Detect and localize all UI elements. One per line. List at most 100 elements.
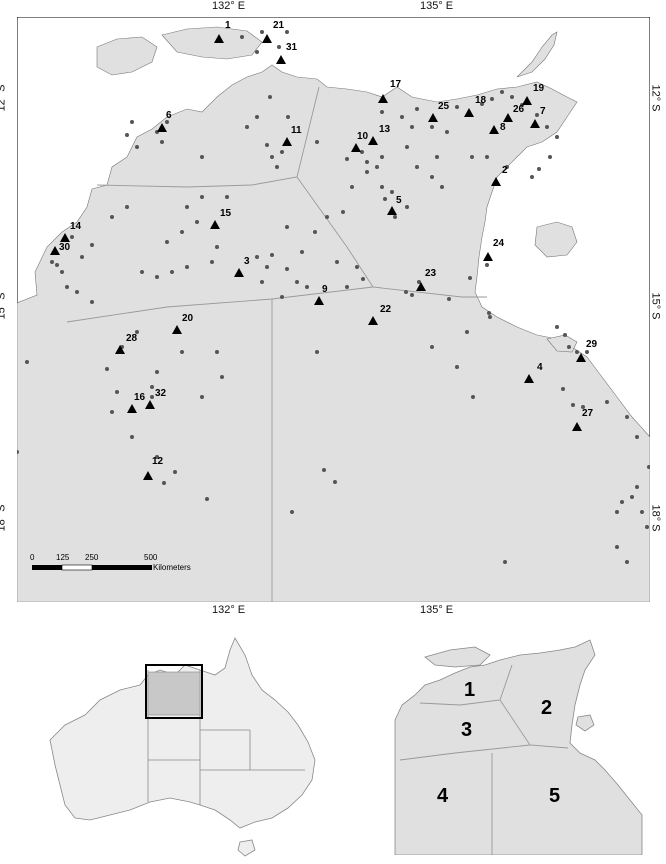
sample-dot: [505, 165, 509, 169]
sample-dot: [430, 175, 434, 179]
site-marker-4: [524, 374, 534, 383]
sample-dot: [535, 113, 539, 117]
sample-dot: [155, 370, 159, 374]
groote-eylandt: [534, 221, 578, 258]
sample-dot: [165, 120, 169, 124]
site-marker-10: [351, 143, 361, 152]
sample-dot: [285, 30, 289, 34]
region-label-5: 5: [549, 785, 561, 807]
sample-dot: [485, 263, 489, 267]
left-lat-15: 15° S: [0, 292, 8, 320]
sample-dot: [130, 120, 134, 124]
site-marker-1: [214, 34, 224, 43]
sample-dot: [185, 205, 189, 209]
sample-dot: [255, 50, 259, 54]
sample-dot: [270, 155, 274, 159]
site-marker-25: [428, 113, 438, 122]
regions-islands: [424, 646, 491, 668]
site-marker-19: [522, 96, 532, 105]
sample-dot: [255, 255, 259, 259]
bathurst-island: [161, 26, 263, 60]
site-marker-24: [483, 252, 493, 261]
sample-dot: [260, 280, 264, 284]
sample-dot: [325, 215, 329, 219]
right-lat-15: 15° S: [649, 292, 662, 320]
sample-dot: [585, 350, 589, 354]
sample-dot: [255, 115, 259, 119]
site-marker-3: [234, 268, 244, 277]
left-lat-18: 18° S: [0, 504, 8, 532]
sample-dot: [200, 155, 204, 159]
sample-dot: [315, 350, 319, 354]
sample-dot: [350, 185, 354, 189]
site-dots: [17, 30, 650, 564]
region-label-2: 2: [541, 697, 553, 719]
sample-dot: [65, 285, 69, 289]
sample-dot: [430, 345, 434, 349]
sample-dot: [170, 270, 174, 274]
inset-regions-map: [394, 639, 643, 855]
land-northern-territory: [17, 64, 650, 602]
sample-dot: [315, 140, 319, 144]
sample-dot: [375, 165, 379, 169]
sample-dot: [180, 230, 184, 234]
sample-dot: [345, 157, 349, 161]
sample-dot: [380, 110, 384, 114]
site-triangles: [50, 34, 586, 480]
sample-dot: [365, 160, 369, 164]
sample-dot: [130, 435, 134, 439]
sample-dot: [390, 190, 394, 194]
sample-dot: [645, 525, 649, 529]
sample-dot: [360, 150, 364, 154]
sample-dot: [215, 350, 219, 354]
sample-dot: [125, 133, 129, 137]
sample-dot: [510, 95, 514, 99]
sample-dot: [485, 155, 489, 159]
sample-dot: [455, 365, 459, 369]
site-marker-14: [60, 233, 70, 242]
tasmania: [237, 839, 256, 857]
regions-land: [394, 639, 643, 855]
sample-dot: [355, 265, 359, 269]
sample-dot: [615, 545, 619, 549]
sample-dot: [380, 185, 384, 189]
sample-dot: [561, 387, 565, 391]
sample-dot: [285, 267, 289, 271]
site-marker-16: [127, 404, 137, 413]
site-marker-7: [530, 119, 540, 128]
sample-dot: [567, 345, 571, 349]
sample-dot: [313, 230, 317, 234]
sample-dot: [225, 195, 229, 199]
site-marker-6: [157, 123, 167, 132]
site-marker-11: [282, 137, 292, 146]
sample-dot: [160, 140, 164, 144]
sample-dot: [215, 245, 219, 249]
site-marker-18: [464, 108, 474, 117]
site-marker-5: [387, 206, 397, 215]
sample-dot: [245, 125, 249, 129]
sample-dot: [55, 263, 59, 267]
sample-dot: [240, 35, 244, 39]
sample-dot: [195, 220, 199, 224]
site-marker-32: [145, 400, 155, 409]
sample-dot: [581, 405, 585, 409]
sample-dot: [165, 240, 169, 244]
sample-dot: [135, 330, 139, 334]
site-marker-8: [489, 125, 499, 134]
sample-dot: [555, 135, 559, 139]
sample-dot: [635, 435, 639, 439]
sample-dot: [322, 468, 326, 472]
sample-dot: [640, 510, 644, 514]
region-label-1: 1: [464, 679, 476, 701]
sample-dot: [405, 205, 409, 209]
sample-dot: [155, 455, 159, 459]
sample-dot: [185, 265, 189, 269]
sample-dot: [455, 105, 459, 109]
sample-dot: [625, 560, 629, 564]
sample-dot: [220, 375, 224, 379]
wessel-islands: [516, 31, 558, 78]
sample-dot: [575, 350, 579, 354]
site-marker-9: [314, 296, 324, 305]
regions-boundaries: [399, 664, 569, 855]
sample-dot: [417, 280, 421, 284]
